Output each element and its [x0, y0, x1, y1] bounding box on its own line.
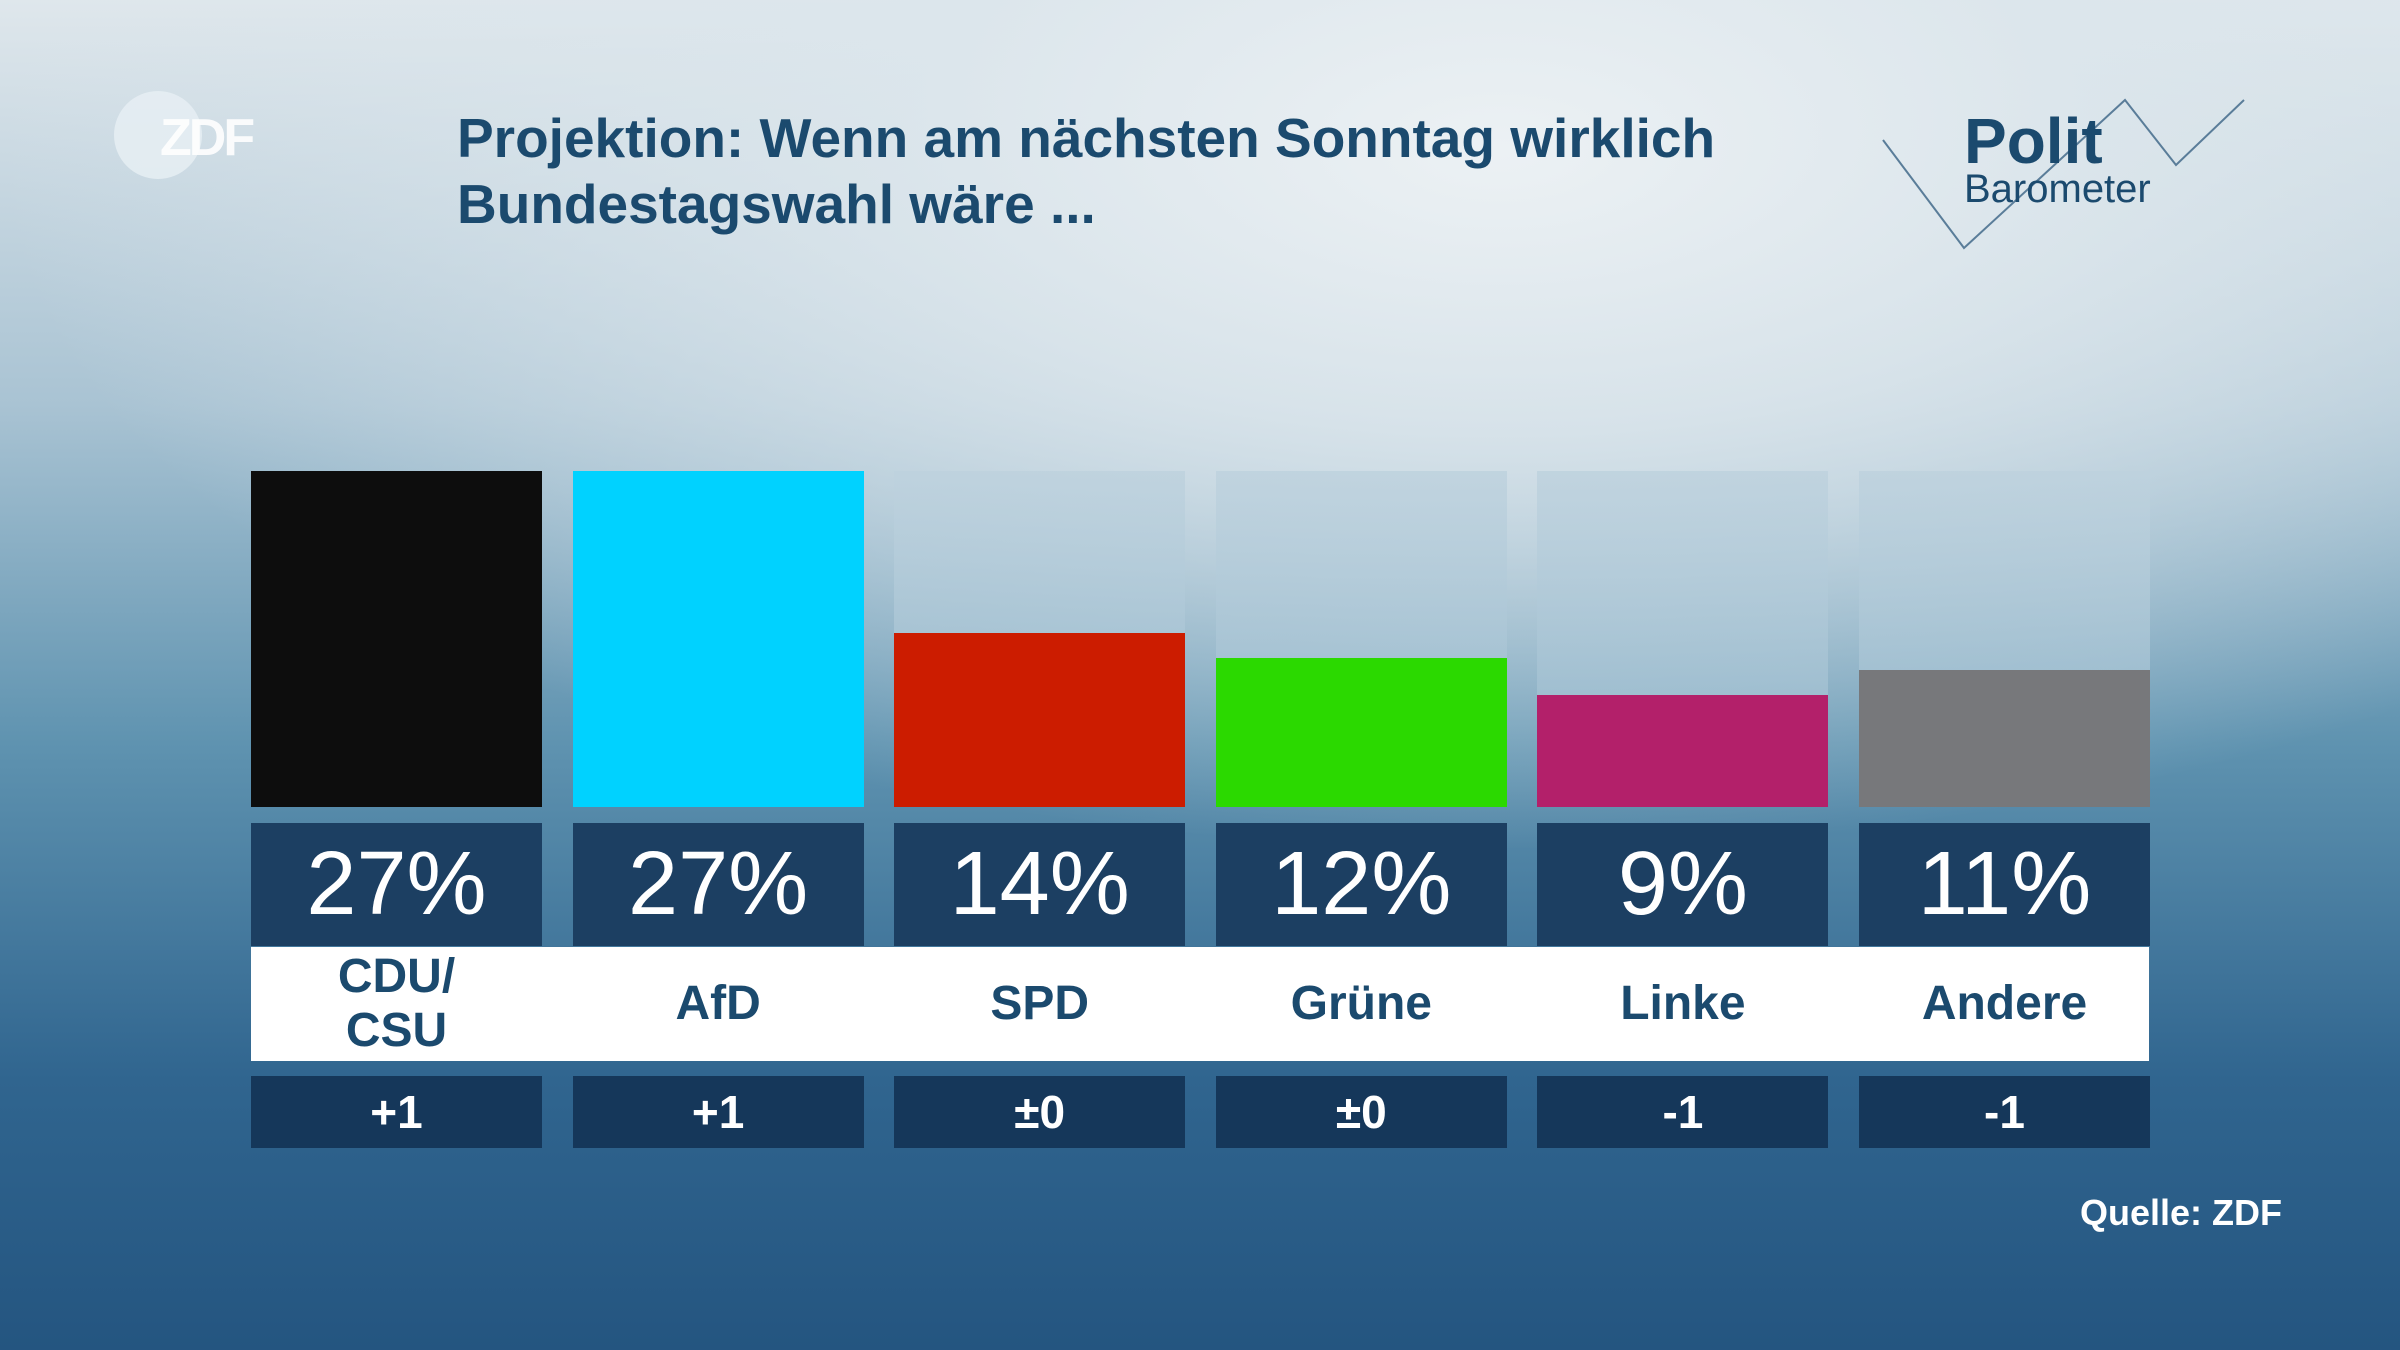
party-label: SPD: [990, 977, 1090, 1030]
party-label: CDU/ CSU: [337, 950, 456, 1057]
zdf-logo-text: ZDF: [160, 109, 255, 167]
bar: [1537, 695, 1829, 807]
title-line-2: Bundestagswahl wäre ...: [457, 173, 1096, 235]
bar: [894, 632, 1186, 807]
change-label: ±0: [1215, 1076, 1507, 1148]
value-label: 14%: [894, 823, 1186, 946]
party-label-strip: [251, 947, 2149, 1061]
value-label: 9%: [1537, 823, 1829, 946]
party-label: Grüne: [1290, 977, 1432, 1030]
source-note: Quelle: ZDF: [2080, 1192, 2283, 1233]
polit-logo-line1: Polit: [1964, 105, 2103, 177]
value-label: 11%: [1859, 823, 2150, 946]
value-label: 27%: [572, 823, 864, 946]
value-label: 12%: [1215, 823, 1507, 946]
bar: [572, 471, 864, 807]
change-label: +1: [572, 1076, 864, 1148]
change-label: -1: [1537, 1076, 1829, 1148]
change-label: +1: [251, 1076, 542, 1148]
bar: [1859, 670, 2150, 807]
change-label: ±0: [894, 1076, 1186, 1148]
bar: [1215, 657, 1507, 807]
party-label: Linke: [1620, 977, 1746, 1030]
zdf-logo: [114, 91, 202, 179]
change-label: -1: [1859, 1076, 2150, 1148]
party-label: Andere: [1921, 977, 2088, 1030]
value-label: 27%: [251, 823, 542, 946]
bar: [251, 471, 542, 807]
party-label: AfD: [675, 977, 761, 1030]
politbarometer-logo: Polit Barometer: [1882, 98, 2245, 250]
polit-logo-line2: Barometer: [1964, 167, 2151, 211]
title-line-1: Projektion: Wenn am nächsten Sonntag wir…: [457, 107, 1716, 169]
chart-title: Projektion: Wenn am nächsten Sonntag wir…: [457, 105, 1715, 237]
